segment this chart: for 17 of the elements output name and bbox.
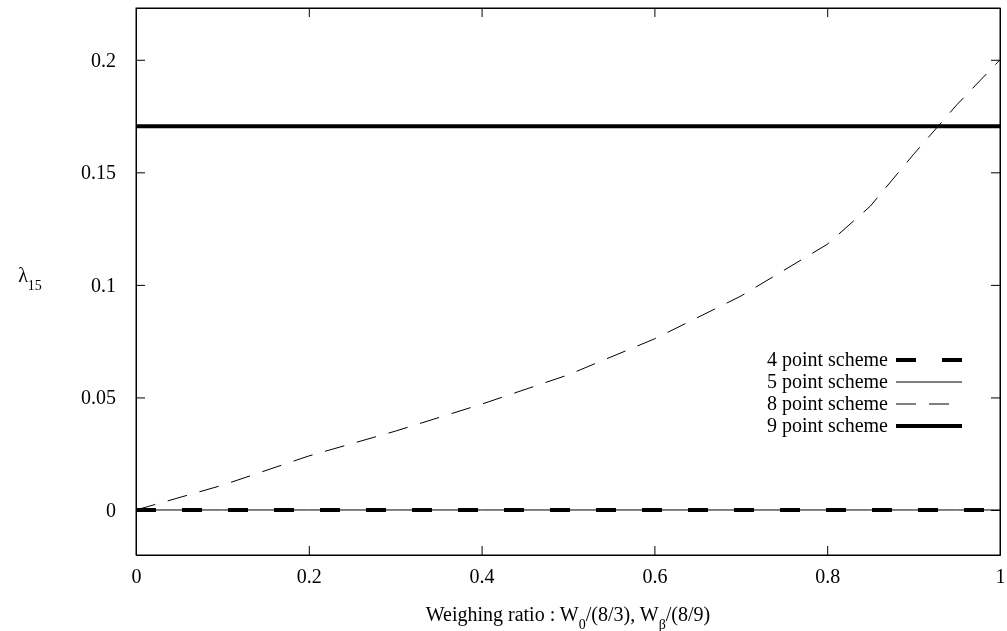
x-tick-label: 1 [995, 565, 1006, 588]
x-axis-title: Weighing ratio : W$_{0}$/(8/3), W$_{β}$/(8/9) [425, 603, 711, 631]
x-tick-label: 0.6 [642, 565, 668, 588]
legend-label: 4 point scheme [766, 348, 889, 371]
y-tick-label: 0.1 [91, 273, 116, 296]
y-axis-title: λ$_{15}$ [18, 263, 42, 292]
legend-label: 8 point scheme [766, 392, 889, 415]
x-tick-label: 0.8 [815, 565, 841, 588]
y-tick-label: 0.2 [91, 48, 116, 71]
x-tick-label: 0 [131, 565, 142, 588]
legend-label: 9 point scheme [766, 414, 889, 437]
y-tick-label: 0 [106, 498, 116, 521]
x-tick-label: 0.2 [296, 565, 322, 588]
y-tick-label: 0.15 [81, 161, 116, 184]
x-tick-label: 0.4 [469, 565, 495, 588]
y-tick-label: 0.05 [81, 386, 116, 409]
legend-label: 5 point scheme [766, 370, 889, 393]
